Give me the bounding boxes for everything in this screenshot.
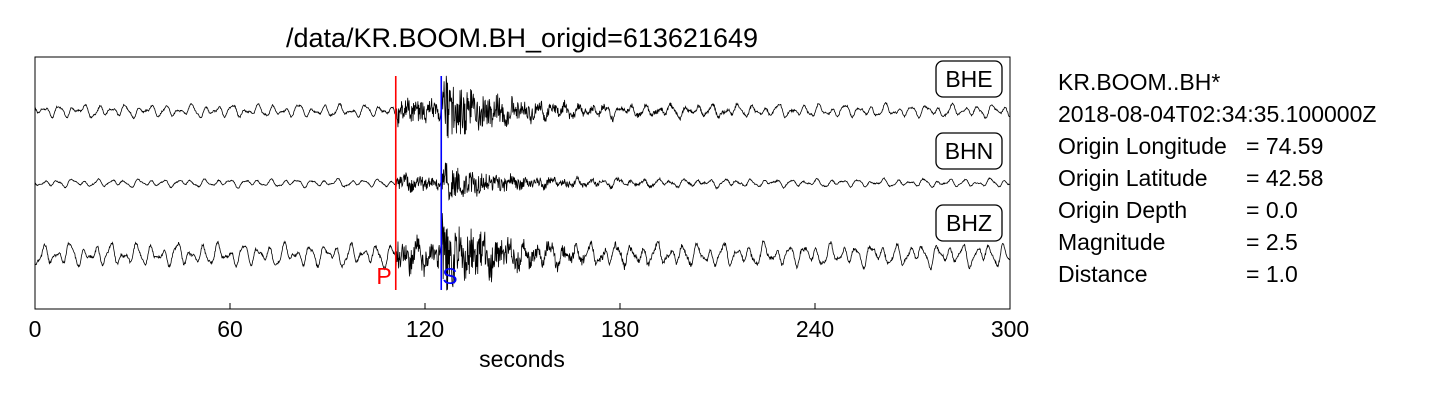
info-row: Origin Longitude = 74.59: [1058, 130, 1376, 162]
channel-label-bhz: BHZ: [946, 210, 992, 236]
info-value: = 74.59: [1246, 133, 1324, 159]
x-axis: 0 60 120 180 240 300: [29, 303, 1029, 342]
chart-title: /data/KR.BOOM.BH_origid=613621649: [286, 23, 758, 53]
x-tick-label: 240: [796, 316, 834, 342]
trace-bhz: [34, 205, 1011, 291]
info-label: Origin Depth: [1058, 197, 1188, 223]
channel-label-bhn: BHN: [945, 138, 994, 164]
channel-label-box: [935, 204, 1003, 242]
info-value: = 0.0: [1246, 197, 1298, 223]
info-row: Distance = 1.0: [1058, 258, 1376, 290]
trace-bhn: [34, 162, 1011, 201]
info-row: Origin Latitude = 42.58: [1058, 162, 1376, 194]
station-code-text: KR.BOOM..BH*: [1058, 69, 1221, 95]
info-label: Distance: [1058, 261, 1148, 287]
origin-time: 2018-08-04T02:34:35.100000Z: [1058, 98, 1376, 130]
info-row: Magnitude = 2.5: [1058, 226, 1376, 258]
info-label: Origin Longitude: [1058, 133, 1227, 159]
x-tick-label: 180: [601, 316, 639, 342]
traces: [34, 75, 1011, 291]
info-value: = 42.58: [1246, 165, 1324, 191]
x-tick-label: 300: [991, 316, 1029, 342]
station-code: KR.BOOM..BH*: [1058, 66, 1376, 98]
info-value: = 1.0: [1246, 261, 1298, 287]
info-value: = 2.5: [1246, 229, 1298, 255]
x-axis-label: seconds: [479, 346, 565, 372]
x-tick-label: 60: [217, 316, 243, 342]
x-tick-label: 0: [29, 316, 42, 342]
x-tick-label: 120: [406, 316, 444, 342]
trace-bhe: [34, 75, 1011, 139]
channel-label-box: [935, 60, 1003, 98]
info-label: Magnitude: [1058, 229, 1166, 255]
info-row: Origin Depth = 0.0: [1058, 194, 1376, 226]
pick-label-s: S: [442, 263, 457, 289]
origin-time-text: 2018-08-04T02:34:35.100000Z: [1058, 101, 1377, 127]
info-label: Origin Latitude: [1058, 165, 1208, 191]
channel-label-box: [935, 132, 1003, 170]
pick-label-p: P: [376, 263, 391, 289]
event-info-panel: KR.BOOM..BH* 2018-08-04T02:34:35.100000Z…: [1058, 66, 1376, 290]
channel-labels: BHE BHN BHZ: [935, 60, 1003, 242]
channel-label-bhe: BHE: [945, 66, 992, 92]
